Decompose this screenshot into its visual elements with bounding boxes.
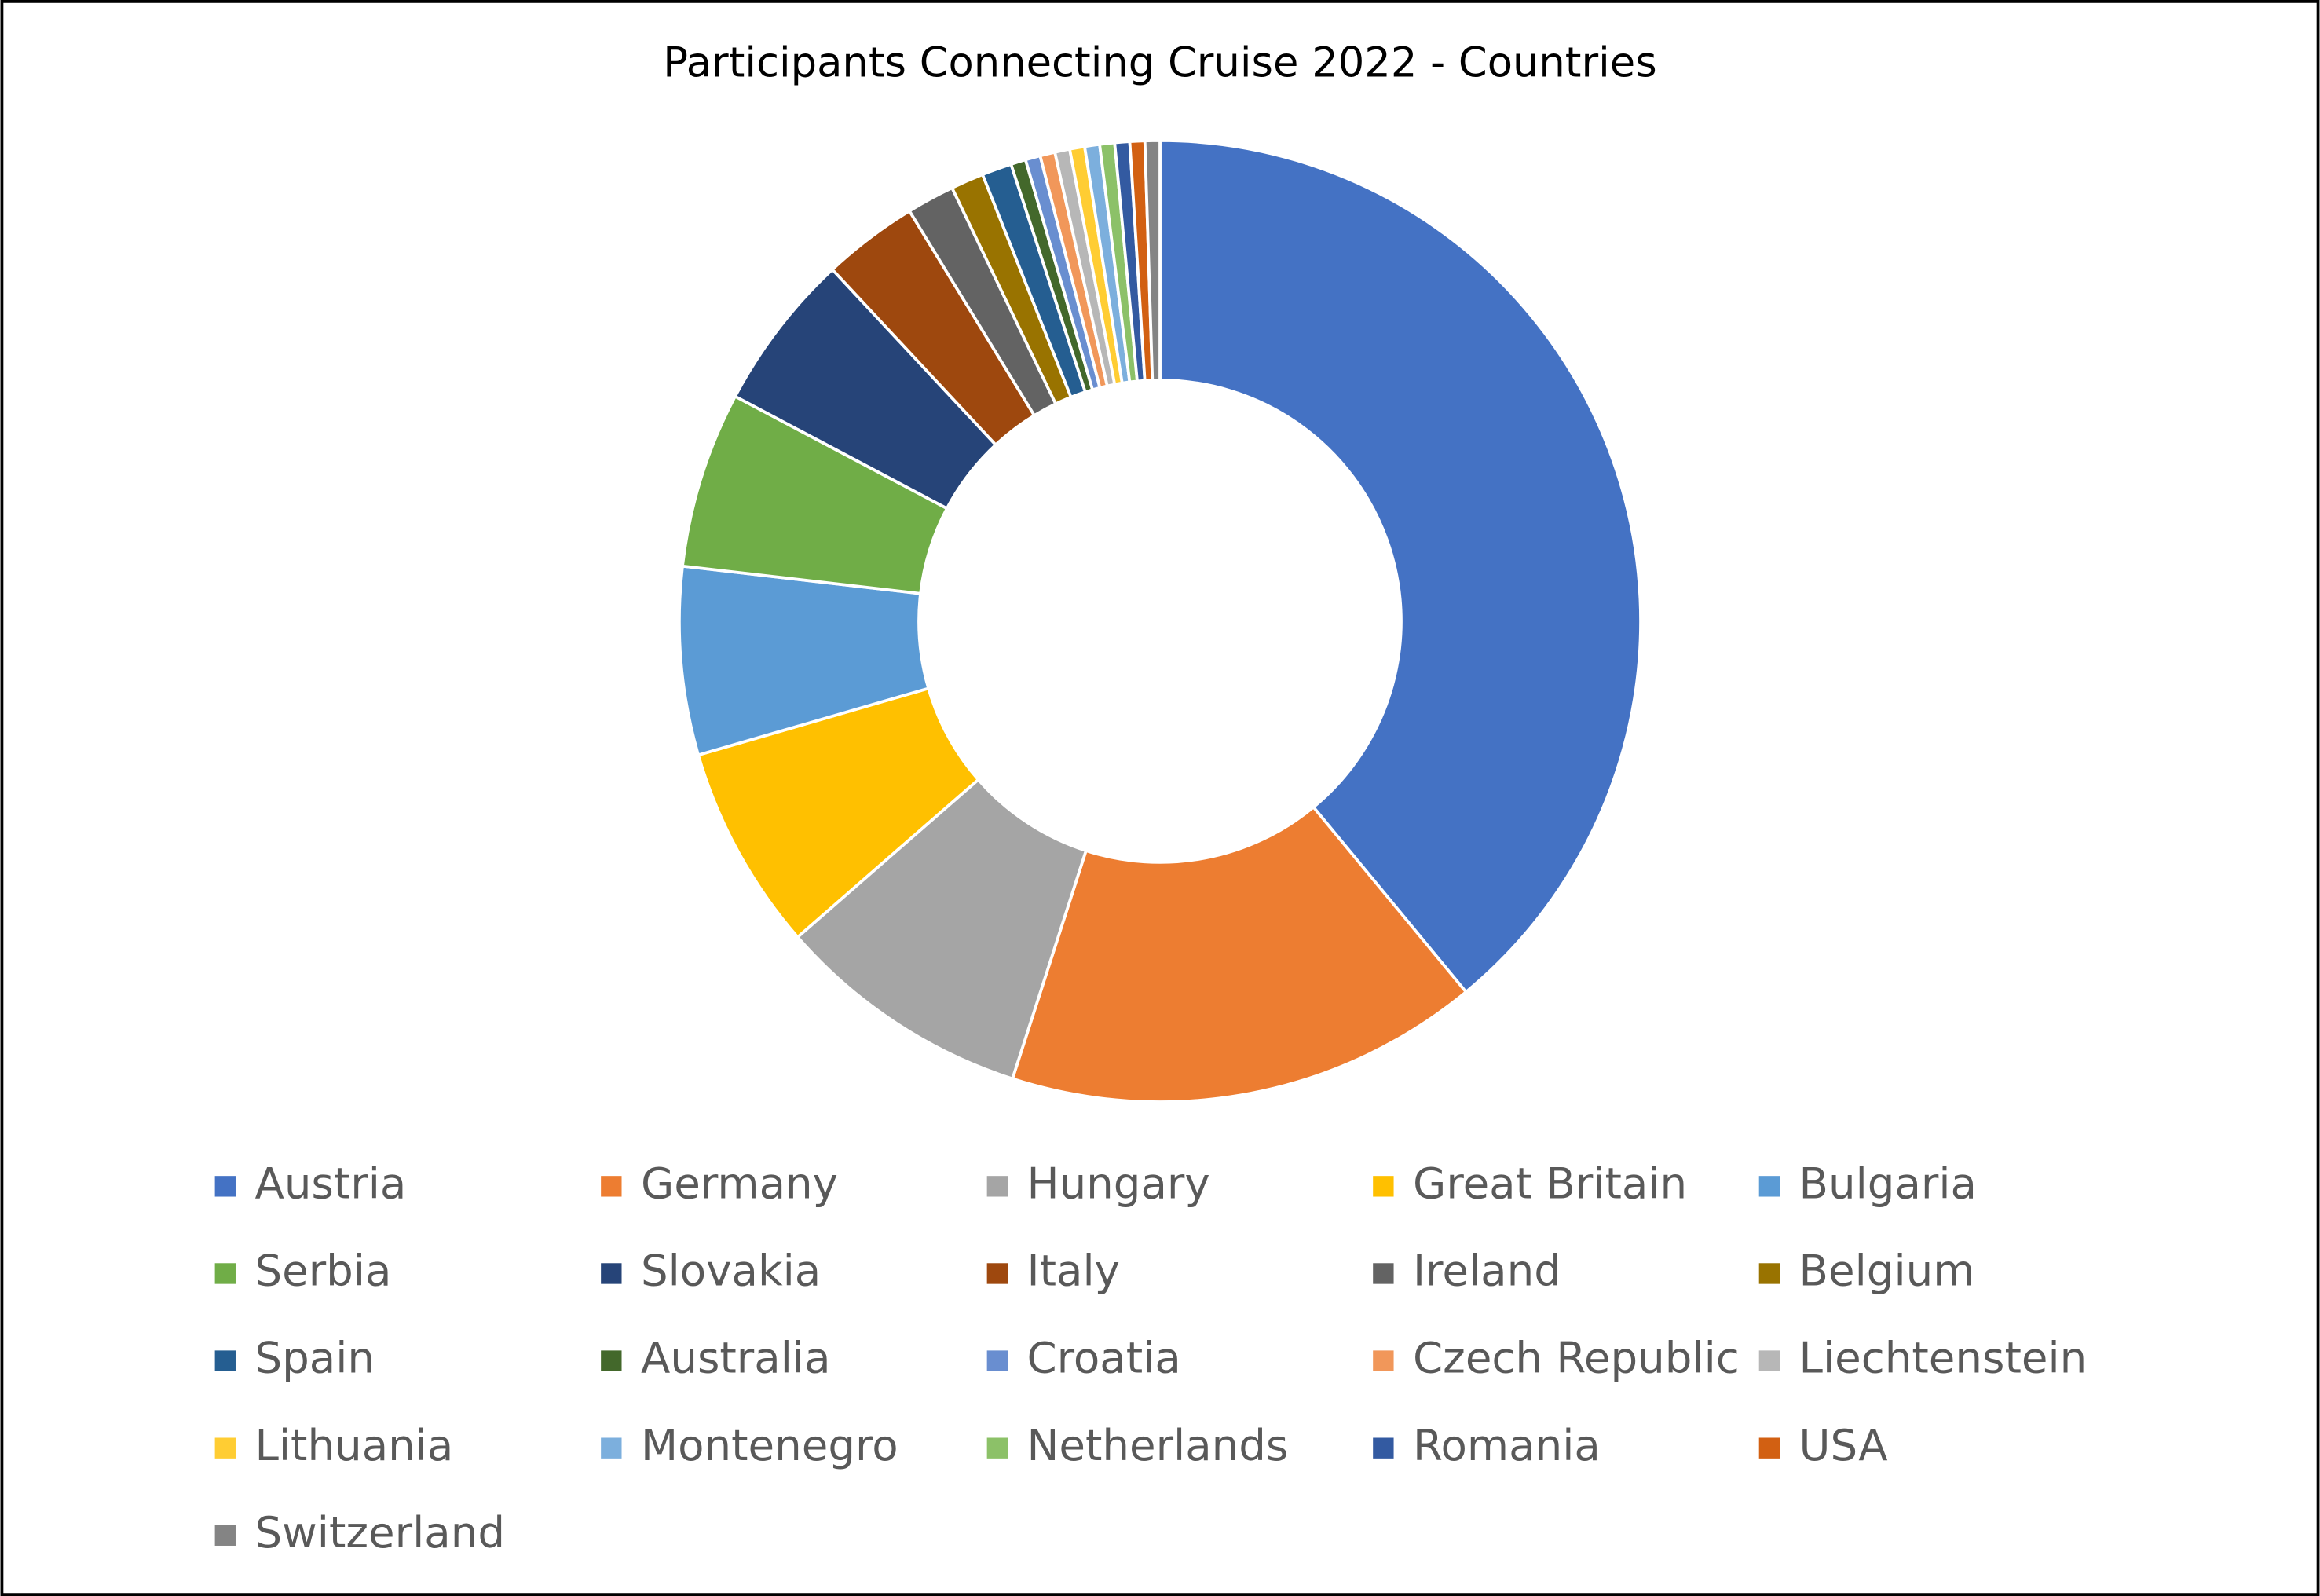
legend-label: Switzerland: [254, 1507, 505, 1558]
legend-label: Bulgaria: [1799, 1158, 1977, 1208]
legend-swatch: [1373, 1350, 1394, 1371]
legend-swatch: [601, 1437, 622, 1459]
legend-label: Hungary: [1027, 1158, 1210, 1208]
donut-slice: [1010, 805, 1469, 1104]
legend-swatch: [601, 1263, 622, 1284]
legend-label: Belgium: [1799, 1246, 1975, 1296]
legend-swatch: [601, 1176, 622, 1197]
legend-label: Great Britain: [1413, 1158, 1687, 1208]
chart-title: Participants Connecting Cruise 2022 - Co…: [663, 39, 1656, 87]
legend-label: Romania: [1413, 1420, 1601, 1470]
legend-swatch: [1373, 1263, 1394, 1284]
legend-label: Czech Republic: [1413, 1333, 1740, 1383]
legend-swatch: [986, 1263, 1008, 1284]
legend-swatch: [986, 1176, 1008, 1197]
legend-label: Netherlands: [1027, 1420, 1289, 1470]
legend-swatch: [1373, 1437, 1394, 1459]
legend-label: Ireland: [1413, 1246, 1561, 1296]
legend-swatch: [1758, 1176, 1780, 1197]
legend-label: Austria: [254, 1158, 406, 1208]
legend-label: Lithuania: [254, 1420, 453, 1470]
legend-label: Montenegro: [641, 1420, 898, 1470]
legend-label: Spain: [254, 1333, 375, 1383]
legend-swatch: [1373, 1176, 1394, 1197]
legend-label: Germany: [641, 1158, 838, 1208]
donut-slice: [795, 777, 1089, 1081]
legend-label: Liechtenstein: [1799, 1333, 2088, 1383]
legend-swatch: [1758, 1263, 1780, 1284]
legend-label: Croatia: [1027, 1333, 1181, 1383]
legend-swatch: [214, 1437, 236, 1459]
legend-swatch: [1758, 1437, 1780, 1459]
donut-slice: [1158, 139, 1642, 994]
legend-swatch: [601, 1350, 622, 1371]
legend-swatch: [214, 1350, 236, 1371]
legend-swatch: [1758, 1350, 1780, 1371]
legend-label: Australia: [641, 1333, 831, 1383]
donut-slice: [1143, 139, 1162, 383]
legend-swatch: [214, 1176, 236, 1197]
legend-label: Slovakia: [641, 1246, 821, 1296]
legend-swatch: [986, 1350, 1008, 1371]
legend-swatch: [214, 1525, 236, 1546]
legend-swatch: [214, 1263, 236, 1284]
legend-label: Serbia: [254, 1246, 391, 1296]
legend-label: USA: [1799, 1420, 1888, 1470]
legend-label: Italy: [1027, 1246, 1120, 1296]
legend-swatch: [986, 1437, 1008, 1459]
